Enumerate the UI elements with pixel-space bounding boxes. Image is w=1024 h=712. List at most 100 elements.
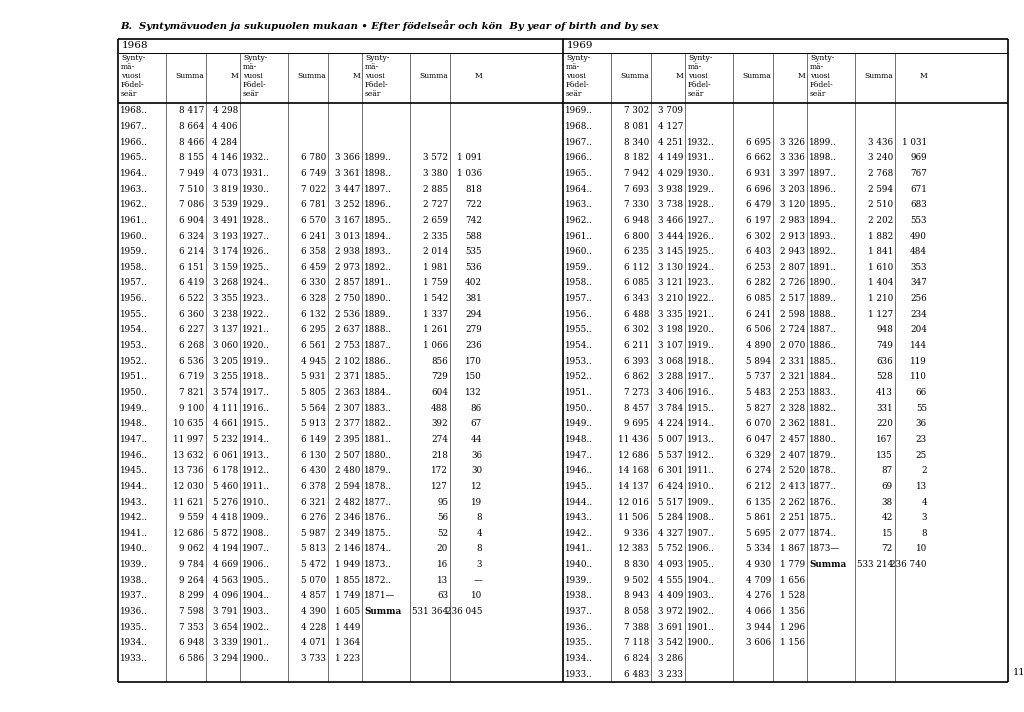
Text: 1 223: 1 223 — [335, 654, 360, 663]
Text: 13: 13 — [915, 482, 927, 491]
Text: 5 861: 5 861 — [745, 513, 771, 522]
Text: 2 253: 2 253 — [780, 388, 805, 397]
Text: 8: 8 — [922, 529, 927, 538]
Text: 1910..: 1910.. — [242, 498, 270, 506]
Text: 4 409: 4 409 — [657, 592, 683, 600]
Text: 1916..: 1916.. — [687, 388, 715, 397]
Text: 381: 381 — [465, 294, 482, 303]
Text: 2 363: 2 363 — [335, 388, 360, 397]
Text: 135: 135 — [877, 451, 893, 459]
Text: M: M — [675, 72, 683, 80]
Text: 1954..: 1954.. — [565, 341, 593, 350]
Text: 1940..: 1940.. — [565, 560, 593, 569]
Text: 1921..: 1921.. — [242, 325, 270, 335]
Text: 204: 204 — [910, 325, 927, 335]
Text: 13 736: 13 736 — [173, 466, 204, 475]
Text: 683: 683 — [910, 200, 927, 209]
Text: 2 335: 2 335 — [423, 231, 449, 241]
Text: 6 151: 6 151 — [179, 263, 204, 272]
Text: 1895..: 1895.. — [809, 200, 837, 209]
Text: 6 800: 6 800 — [624, 231, 649, 241]
Text: 1949..: 1949.. — [565, 419, 593, 429]
Text: 1 261: 1 261 — [423, 325, 449, 335]
Text: 4 276: 4 276 — [745, 592, 771, 600]
Text: 3 288: 3 288 — [657, 372, 683, 382]
Text: 11: 11 — [1013, 668, 1024, 677]
Text: 1932..: 1932.. — [242, 153, 269, 162]
Text: 742: 742 — [465, 216, 482, 225]
Text: 1966..: 1966.. — [565, 153, 593, 162]
Text: 5 894: 5 894 — [745, 357, 771, 366]
Text: Synty-
mä-
vuosi
Födel-
seär: Synty- mä- vuosi Födel- seär — [365, 53, 389, 98]
Text: 1 449: 1 449 — [335, 623, 360, 632]
Text: 2 659: 2 659 — [423, 216, 449, 225]
Text: 6 358: 6 358 — [301, 247, 326, 256]
Text: 1903..: 1903.. — [242, 607, 269, 616]
Text: 4 127: 4 127 — [657, 122, 683, 131]
Text: 1940..: 1940.. — [120, 545, 148, 553]
Text: 6 393: 6 393 — [624, 357, 649, 366]
Text: 4 228: 4 228 — [301, 623, 326, 632]
Text: 1964..: 1964.. — [565, 184, 593, 194]
Text: 8: 8 — [476, 513, 482, 522]
Text: 1909..: 1909.. — [242, 513, 269, 522]
Text: 604: 604 — [431, 388, 449, 397]
Text: 144: 144 — [910, 341, 927, 350]
Text: 1930..: 1930.. — [242, 184, 269, 194]
Text: 6 085: 6 085 — [624, 278, 649, 288]
Text: 6 329: 6 329 — [746, 451, 771, 459]
Text: 1875..: 1875.. — [364, 529, 392, 538]
Text: 1951..: 1951.. — [120, 372, 147, 382]
Text: 3 791: 3 791 — [213, 607, 238, 616]
Text: 9 336: 9 336 — [624, 529, 649, 538]
Text: 1926..: 1926.. — [242, 247, 270, 256]
Text: 1 867: 1 867 — [779, 545, 805, 553]
Text: 4 149: 4 149 — [657, 153, 683, 162]
Text: 1882..: 1882.. — [364, 419, 392, 429]
Text: 6 483: 6 483 — [624, 670, 649, 679]
Text: 6 931: 6 931 — [746, 169, 771, 178]
Text: 1939..: 1939.. — [120, 560, 147, 569]
Text: 1884..: 1884.. — [809, 372, 838, 382]
Text: 15: 15 — [882, 529, 893, 538]
Text: Summa: Summa — [297, 72, 326, 80]
Text: 13: 13 — [437, 576, 449, 585]
Text: 3 938: 3 938 — [658, 184, 683, 194]
Text: 10: 10 — [915, 545, 927, 553]
Text: 1954..: 1954.. — [120, 325, 147, 335]
Text: 1936..: 1936.. — [565, 623, 593, 632]
Text: 2 943: 2 943 — [780, 247, 805, 256]
Text: 6 178: 6 178 — [213, 466, 238, 475]
Text: 3 606: 3 606 — [745, 639, 771, 647]
Text: M: M — [474, 72, 482, 80]
Text: 1941..: 1941.. — [565, 545, 593, 553]
Text: 2 768: 2 768 — [867, 169, 893, 178]
Text: 2 480: 2 480 — [335, 466, 360, 475]
Text: M: M — [920, 72, 927, 80]
Text: 12 030: 12 030 — [173, 482, 204, 491]
Text: 4 096: 4 096 — [213, 592, 238, 600]
Text: 1905..: 1905.. — [687, 560, 715, 569]
Text: 44: 44 — [470, 435, 482, 444]
Text: 1929..: 1929.. — [687, 184, 715, 194]
Text: 6 719: 6 719 — [179, 372, 204, 382]
Text: 9 062: 9 062 — [179, 545, 204, 553]
Text: 4 418: 4 418 — [213, 513, 238, 522]
Text: 1943..: 1943.. — [565, 513, 593, 522]
Text: 749: 749 — [877, 341, 893, 350]
Text: 55: 55 — [916, 404, 927, 413]
Text: 1968: 1968 — [122, 41, 148, 51]
Text: 671: 671 — [910, 184, 927, 194]
Text: 63: 63 — [437, 592, 449, 600]
Text: 5 460: 5 460 — [213, 482, 238, 491]
Text: 1952..: 1952.. — [120, 357, 147, 366]
Text: 3 203: 3 203 — [780, 184, 805, 194]
Text: 2 321: 2 321 — [780, 372, 805, 382]
Text: 72: 72 — [882, 545, 893, 553]
Text: 7 022: 7 022 — [301, 184, 326, 194]
Text: 1967..: 1967.. — [565, 137, 593, 147]
Text: 1878..: 1878.. — [364, 482, 392, 491]
Text: 8 340: 8 340 — [624, 137, 649, 147]
Text: 588: 588 — [465, 231, 482, 241]
Text: Summa: Summa — [364, 607, 401, 616]
